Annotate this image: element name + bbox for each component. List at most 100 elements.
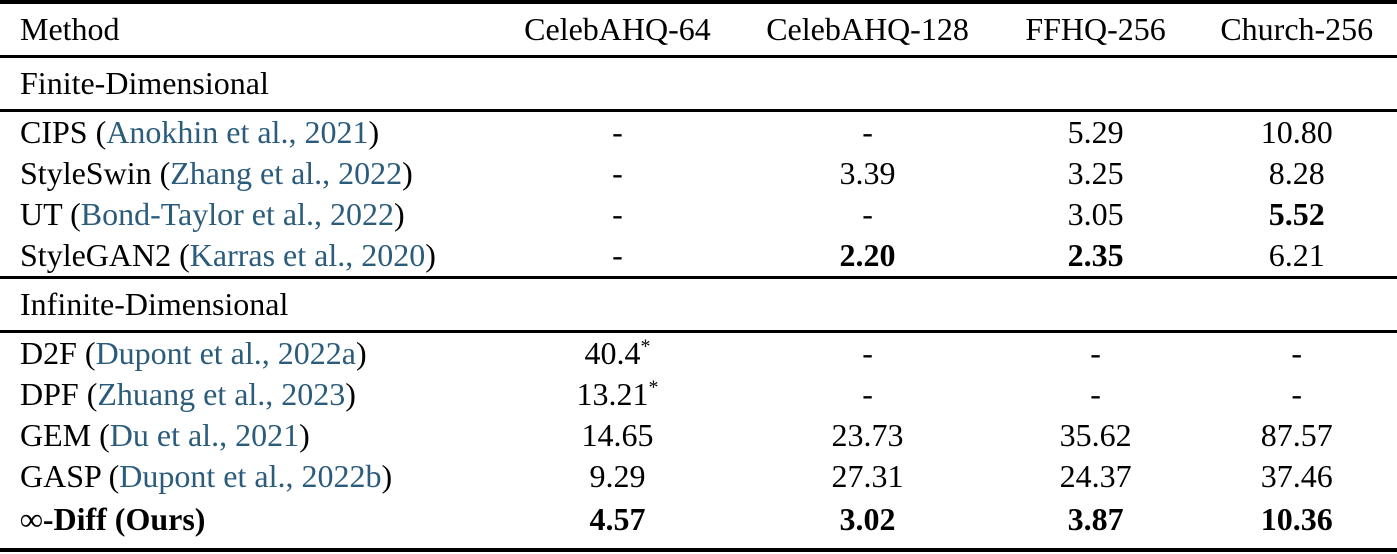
value-text: 10.36: [1260, 500, 1333, 537]
value-cell: 37.46: [1197, 456, 1397, 497]
value-text: 6.21: [1268, 237, 1325, 273]
citation-paren-close: ): [381, 458, 393, 494]
table-row-d2f: D2F (Dupont et al., 2022a) 40.4* - - -: [0, 332, 1397, 375]
citation-link[interactable]: Dupont et al., 2022b: [119, 458, 382, 494]
value-cell: -: [1197, 374, 1397, 415]
value-text: 9.29: [589, 458, 646, 494]
citation-link[interactable]: Du et al., 2021: [109, 417, 300, 453]
value-text: 3.05: [1067, 196, 1124, 232]
value-cell: -: [495, 153, 741, 194]
method-cell: GASP (Dupont et al., 2022b): [0, 456, 495, 497]
value-text: 13.21: [576, 376, 649, 412]
method-name: GASP: [20, 458, 101, 494]
value-cell: 14.65: [495, 415, 741, 456]
value-cell: -: [1197, 332, 1397, 375]
method-cell: UT (Bond-Taylor et al., 2022): [0, 194, 495, 235]
value-cell: 10.80: [1197, 111, 1397, 154]
citation-paren-open: (: [171, 237, 190, 273]
citation-paren-open: (: [87, 114, 107, 150]
value-cell: 13.21*: [495, 374, 741, 415]
column-header-method: Method: [0, 2, 495, 58]
value-text: 3.39: [839, 155, 896, 191]
value-text: 3.87: [1067, 500, 1124, 537]
section-label: Infinite-Dimensional: [0, 276, 1397, 333]
citation-link[interactable]: Bond-Taylor et al., 2022: [80, 196, 394, 232]
value-text: -: [1291, 335, 1303, 371]
citation-link[interactable]: Dupont et al., 2022a: [95, 335, 356, 371]
value-text: 2.20: [839, 237, 896, 273]
value-cell: 3.02: [740, 497, 994, 550]
table-row-diff-ours: ∞-Diff (Ours) 4.57 3.02 3.87 10.36: [0, 497, 1397, 550]
value-text: 8.28: [1268, 155, 1325, 191]
citation-link[interactable]: Zhuang et al., 2023: [97, 376, 346, 412]
value-cell: 5.29: [995, 111, 1197, 154]
value-text: -: [862, 335, 873, 371]
citation-link[interactable]: Anokhin et al., 2021: [106, 114, 369, 150]
asterisk-superscript: *: [640, 335, 651, 358]
value-text: 5.52: [1268, 196, 1325, 232]
citation-paren-open: (: [100, 458, 120, 494]
method-cell: CIPS (Anokhin et al., 2021): [0, 111, 495, 154]
header-row: Method CelebAHQ-64 CelebAHQ-128 FFHQ-256 Chu…: [0, 2, 1397, 58]
value-cell: -: [740, 332, 994, 375]
value-text: 87.57: [1260, 417, 1333, 453]
value-cell: -: [740, 374, 994, 415]
method-cell: GEM (Du et al., 2021): [0, 415, 495, 456]
value-cell: 3.87: [995, 497, 1197, 550]
value-cell: 35.62: [995, 415, 1197, 456]
citation-paren-close: ): [425, 237, 436, 273]
value-cell: 87.57: [1197, 415, 1397, 456]
value-text: 35.62: [1059, 417, 1132, 453]
value-text: 40.4: [584, 335, 641, 371]
value-cell: 24.37: [995, 456, 1197, 497]
citation-link[interactable]: Karras et al., 2020: [189, 237, 426, 273]
column-header-church-256: Church-256: [1196, 2, 1397, 58]
citation-paren-close: ): [355, 335, 367, 371]
value-text: 5.29: [1067, 114, 1124, 150]
value-text: -: [612, 155, 623, 191]
value-cell: 10.36: [1197, 497, 1397, 550]
value-cell: 5.52: [1197, 194, 1397, 235]
citation-paren-open: (: [91, 417, 110, 453]
table-header: Method CelebAHQ-64 CelebAHQ-128 FFHQ-256 Chu…: [0, 2, 1397, 58]
value-cell: 4.57: [495, 497, 741, 550]
value-cell: 3.05: [995, 194, 1197, 235]
citation-paren-open: (: [62, 196, 81, 232]
citation-paren-close: ): [402, 155, 413, 191]
citation-link[interactable]: Zhang et al., 2022: [170, 155, 403, 191]
value-text: -: [862, 114, 873, 150]
value-text: 27.31: [831, 458, 904, 494]
method-cell: StyleGAN2 (Karras et al., 2020): [0, 235, 495, 278]
table-row-styleswin: StyleSwin (Zhang et al., 2022) - 3.39 3.25 8…: [0, 153, 1397, 194]
section-label: Finite-Dimensional: [0, 55, 1397, 112]
value-cell: -: [495, 235, 741, 278]
method-name: StyleSwin: [20, 155, 152, 191]
value-cell: 3.39: [740, 153, 994, 194]
citation-paren-close: ): [393, 196, 405, 232]
value-text: 2.35: [1067, 237, 1124, 273]
value-cell: -: [740, 194, 994, 235]
citation-paren-close: ): [299, 417, 310, 453]
value-text: 3.02: [839, 500, 896, 537]
method-name: StyleGAN2: [20, 237, 172, 273]
value-cell: -: [740, 111, 994, 154]
value-text: -: [1291, 376, 1303, 412]
column-header-celebahq-64: CelebAHQ-64: [494, 2, 741, 58]
citation-paren-close: ): [345, 376, 356, 412]
value-text: -: [862, 376, 873, 412]
value-text: 10.80: [1260, 114, 1333, 150]
method-cell: ∞-Diff (Ours): [0, 497, 495, 550]
value-text: -: [612, 196, 623, 232]
method-name: CIPS: [20, 114, 88, 150]
value-cell: -: [995, 332, 1197, 375]
value-text: -: [612, 114, 623, 150]
method-name: UT: [20, 196, 63, 232]
table-row-cips: CIPS (Anokhin et al., 2021) - - 5.29 10.80: [0, 111, 1397, 154]
value-cell: 8.28: [1197, 153, 1397, 194]
value-cell: 2.20: [740, 235, 994, 278]
value-cell: -: [995, 374, 1197, 415]
value-cell: 2.35: [995, 235, 1197, 278]
value-cell: 40.4*: [495, 332, 741, 375]
value-cell: 23.73: [740, 415, 994, 456]
column-header-ffhq-256: FFHQ-256: [994, 2, 1197, 58]
